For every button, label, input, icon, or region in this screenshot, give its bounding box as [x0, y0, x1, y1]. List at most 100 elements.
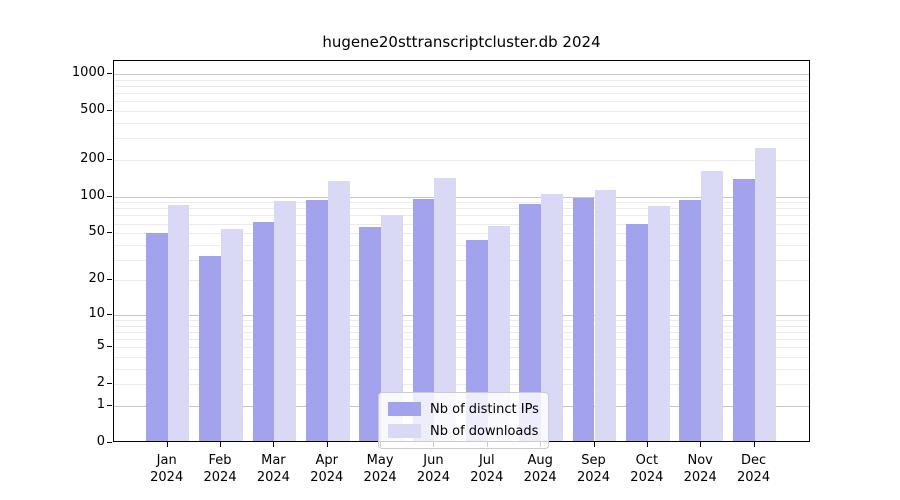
minor-gridline [114, 325, 809, 327]
minor-gridline [114, 123, 809, 125]
y-tick-mark [107, 110, 112, 112]
y-tick-label: 1 [96, 397, 105, 412]
legend: Nb of distinct IPs Nb of downloads [378, 392, 549, 449]
minor-gridline [114, 111, 809, 113]
bar-downloads-nov [701, 171, 723, 441]
minor-gridline [114, 79, 809, 81]
major-gridline [114, 315, 809, 316]
y-tick-mark [107, 195, 112, 197]
x-tick-label-sep: Sep 2024 [576, 453, 611, 485]
y-tick-label: 500 [80, 102, 105, 118]
bar-downloads-feb [221, 229, 243, 441]
legend-label: Nb of distinct IPs [430, 401, 539, 417]
bar-downloads-may [381, 215, 403, 441]
y-tick-mark [107, 405, 112, 406]
y-tick-label: 5 [96, 338, 105, 354]
bar-downloads-aug [541, 194, 563, 441]
minor-gridline [114, 259, 809, 261]
minor-gridline [114, 244, 809, 246]
legend-entry-distinct-ips: Nb of distinct IPs [388, 398, 539, 420]
bar-downloads-jun [434, 177, 457, 441]
bar-distinct-ips-aug [519, 203, 542, 441]
minor-gridline [114, 138, 809, 140]
x-tick-mark [166, 442, 168, 447]
legend-label: Nb of downloads [430, 423, 539, 439]
x-tick-mark [593, 442, 595, 447]
minor-gridline [114, 384, 809, 386]
minor-gridline [114, 233, 809, 235]
y-tick-mark [107, 279, 112, 281]
bar-distinct-ips-jun [412, 198, 435, 441]
bar-downloads-oct [647, 206, 670, 441]
bar-distinct-ips-jan [145, 233, 168, 441]
bar-distinct-ips-jul [466, 240, 488, 441]
y-tick-label: 0 [96, 434, 105, 449]
x-tick-mark [646, 442, 648, 447]
y-tick-mark [107, 73, 112, 75]
x-tick-mark [753, 442, 755, 447]
major-gridline [114, 196, 809, 198]
legend-swatch [388, 402, 421, 416]
bar-distinct-ips-may [359, 227, 382, 441]
x-tick-label-may: May 2024 [363, 453, 397, 485]
x-tick-label-jun: Jun 2024 [416, 453, 450, 485]
bar-downloads-apr [327, 180, 350, 441]
y-tick-mark [107, 346, 112, 348]
x-tick-label-nov: Nov 2024 [683, 453, 717, 485]
x-tick-label-jan: Jan 2024 [150, 453, 184, 485]
minor-gridline [114, 86, 809, 88]
x-tick-label-oct: Oct 2024 [630, 453, 664, 485]
minor-gridline [114, 223, 809, 225]
minor-gridline [114, 347, 809, 349]
x-tick-label-aug: Aug 2024 [523, 453, 557, 485]
major-gridline [114, 74, 809, 76]
legend-swatch [388, 424, 421, 438]
minor-gridline [114, 339, 809, 341]
x-tick-mark [700, 442, 702, 447]
chart-title: hugene20sttranscriptcluster.db 2024 [322, 33, 601, 51]
y-tick-mark [107, 314, 112, 315]
bar-downloads-jan [167, 205, 190, 441]
minor-gridline [114, 208, 809, 210]
x-tick-label-feb: Feb 2024 [203, 453, 237, 485]
minor-gridline [114, 101, 809, 103]
y-tick-label: 50 [88, 224, 105, 240]
bar-downloads-sep [594, 189, 617, 441]
minor-gridline [114, 357, 809, 359]
x-tick-mark [326, 442, 328, 447]
y-tick-mark [107, 383, 112, 385]
bar-downloads-dec [754, 148, 777, 441]
y-tick-label: 100 [80, 187, 105, 203]
y-tick-label: 20 [88, 271, 105, 287]
x-tick-label-jul: Jul 2024 [470, 453, 504, 485]
bar-distinct-ips-mar [252, 221, 275, 441]
minor-gridline [114, 320, 809, 322]
bar-downloads-jul [487, 226, 510, 441]
x-tick-label-dec: Dec 2024 [737, 453, 771, 485]
minor-gridline [114, 369, 809, 370]
x-tick-mark [220, 442, 222, 447]
bar-distinct-ips-sep [572, 197, 595, 441]
x-tick-mark [273, 442, 275, 447]
y-tick-label: 2 [96, 375, 105, 391]
x-tick-label-mar: Mar 2024 [256, 453, 290, 485]
y-tick-label: 200 [80, 150, 105, 166]
bar-distinct-ips-apr [305, 199, 328, 441]
plot-area [113, 60, 810, 442]
minor-gridline [114, 215, 809, 217]
x-tick-label-apr: Apr 2024 [310, 453, 344, 485]
bar-distinct-ips-nov [679, 200, 702, 441]
bar-distinct-ips-dec [732, 178, 755, 441]
y-tick-mark [107, 232, 112, 234]
minor-gridline [114, 93, 809, 95]
minor-gridline [114, 280, 809, 282]
minor-gridline [114, 332, 809, 333]
y-tick-label: 10 [88, 306, 105, 321]
y-tick-mark [107, 442, 112, 443]
minor-gridline [114, 159, 809, 161]
minor-gridline [114, 202, 809, 204]
legend-entry-downloads: Nb of downloads [388, 420, 539, 442]
bar-downloads-mar [274, 201, 297, 441]
y-tick-label: 1000 [71, 65, 105, 81]
